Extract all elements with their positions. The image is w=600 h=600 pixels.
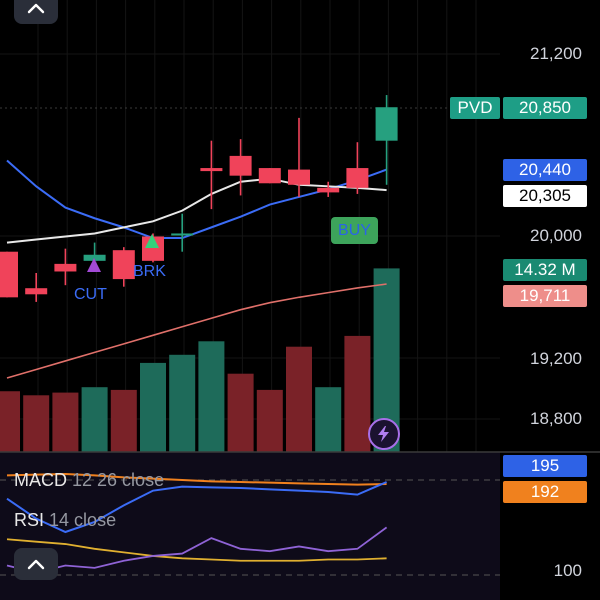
collapse-top-button[interactable]	[14, 0, 58, 24]
cut-triangle	[87, 258, 101, 272]
collapse-bottom-button[interactable]	[14, 548, 58, 580]
rsi-line	[6, 526, 388, 574]
volume-bars	[0, 268, 400, 452]
candle-body	[317, 187, 340, 193]
signal-line	[6, 472, 387, 486]
cut-marker-label: CUT	[74, 286, 107, 303]
volume-ma-line	[6, 283, 387, 379]
white-ma-tag: 20,305	[503, 185, 587, 207]
candlesticks	[0, 95, 398, 302]
candle-body	[258, 168, 281, 184]
candle-body	[200, 168, 223, 172]
last-price-tag: 20,850	[503, 97, 587, 119]
symbol-tag: PVD	[450, 97, 500, 119]
candle-body	[142, 236, 164, 261]
volume-bar	[0, 391, 20, 452]
signal-markers	[87, 234, 159, 272]
candle-body	[229, 155, 252, 176]
candle-body	[25, 288, 48, 295]
volume-bar	[198, 341, 225, 452]
white-ma-line	[6, 177, 387, 244]
macd-line	[6, 481, 387, 534]
macd-value-tag: 195	[503, 455, 587, 477]
price-axis-label: 18,800	[530, 409, 582, 428]
rsi-params: 14 close	[49, 510, 117, 530]
volume-bar	[52, 392, 79, 452]
candle-body	[83, 254, 106, 261]
volume-bar	[110, 389, 137, 452]
candle-body	[288, 169, 310, 185]
macd-params: 12 26 close	[72, 470, 165, 490]
candle-body	[112, 250, 135, 280]
indicator-panel	[0, 451, 600, 600]
volume-bar	[315, 387, 342, 452]
brk-triangle	[145, 234, 159, 248]
volume-bar	[344, 335, 371, 452]
volume-bar	[286, 346, 312, 452]
volume-bar	[169, 354, 196, 452]
volume-bar	[256, 389, 283, 452]
price-axis-label: 100	[553, 561, 582, 580]
price-axis-label: 20,000	[530, 226, 582, 245]
signal-value-tag: 192	[503, 481, 587, 503]
volume-bar	[140, 362, 166, 452]
chevron-up-icon	[27, 3, 45, 14]
candle-body	[54, 263, 77, 272]
volume-bar	[227, 373, 254, 452]
rsi-name: RSI	[14, 510, 45, 530]
candle-body	[375, 107, 398, 141]
macd-label[interactable]: MACD 12 26 close	[14, 470, 164, 491]
candle-body	[346, 168, 369, 188]
candle-body	[171, 233, 194, 236]
brk-marker-label: BRK	[133, 263, 166, 280]
volume-ma-tag: 19,711	[503, 285, 587, 307]
volume-bar	[23, 395, 50, 452]
rsi-label[interactable]: RSI 14 close	[14, 510, 116, 531]
volume-bar	[81, 387, 108, 452]
volume-tag: 14.32 M	[503, 259, 587, 281]
candle-body	[0, 251, 18, 298]
rsi-ma-line	[6, 538, 387, 562]
price-axis-label: 19,200	[530, 349, 582, 368]
buy-signal-badge[interactable]: BUY	[331, 217, 378, 244]
price-axis-label: 21,200	[530, 44, 582, 63]
blue-ma-tag: 20,440	[503, 159, 587, 181]
chevron-up-icon	[27, 559, 45, 570]
lightning-button[interactable]	[368, 418, 400, 450]
lightning-icon	[378, 426, 389, 442]
macd-name: MACD	[14, 470, 67, 490]
